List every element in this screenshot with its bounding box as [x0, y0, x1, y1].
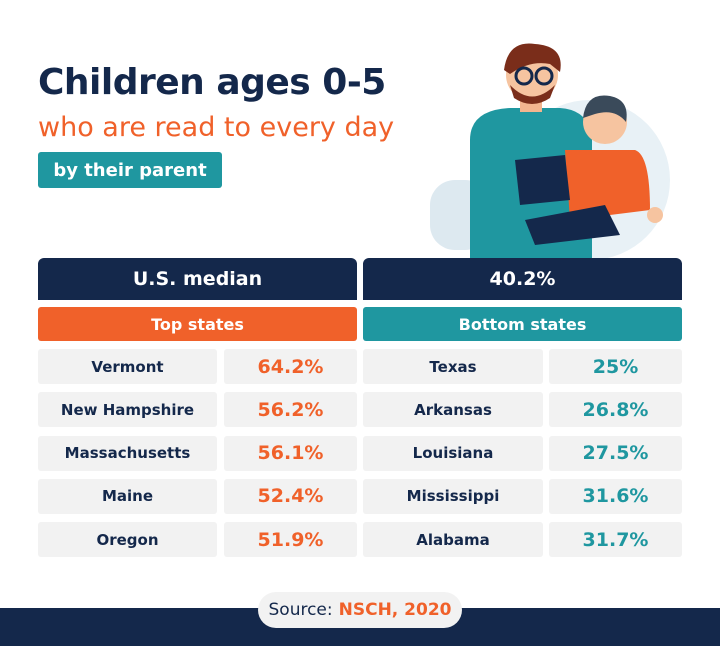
state-value: 31.7% — [549, 522, 682, 558]
tag: by their parent — [38, 152, 222, 188]
state-name: Mississippi — [363, 478, 543, 514]
state-name: Alabama — [363, 522, 543, 558]
source-label: Source: — [268, 600, 333, 620]
state-name: Vermont — [38, 349, 217, 384]
state-name: Louisiana — [363, 435, 543, 471]
source-name: NSCH, 2020 — [338, 600, 452, 620]
bottom-header: Bottom states — [363, 307, 682, 341]
median-value: 40.2% — [363, 258, 682, 300]
source: Source: NSCH, 2020 — [258, 592, 462, 628]
state-value: 51.9% — [224, 522, 357, 558]
state-name: Arkansas — [363, 392, 543, 428]
title: Children ages 0-5 — [38, 62, 386, 103]
state-value: 25% — [549, 349, 682, 384]
state-value: 26.8% — [549, 392, 682, 428]
median-label: U.S. median — [38, 258, 357, 300]
table: U.S. median 40.2% Top states Bottom states V… — [38, 258, 682, 558]
subtitle: who are read to every day — [38, 112, 395, 143]
state-value: 56.1% — [224, 435, 357, 471]
state-value: 27.5% — [549, 435, 682, 471]
state-name: Maine — [38, 478, 217, 514]
state-value: 31.6% — [549, 478, 682, 514]
state-name: Massachusetts — [38, 435, 217, 471]
state-value: 64.2% — [224, 349, 357, 384]
illustration — [430, 43, 670, 260]
state-name: Texas — [363, 349, 543, 384]
state-name: New Hampshire — [38, 392, 217, 428]
state-name: Oregon — [38, 522, 217, 558]
state-value: 56.2% — [224, 392, 357, 428]
state-value: 52.4% — [224, 478, 357, 514]
top-header: Top states — [38, 307, 357, 341]
